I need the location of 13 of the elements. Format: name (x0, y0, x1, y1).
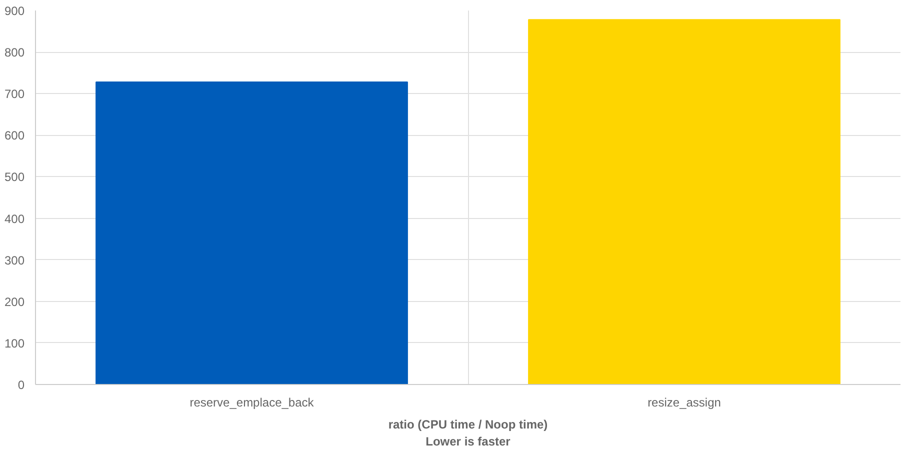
y-tick-label: 600 (4, 128, 25, 143)
x-tick-label: reserve_emplace_back (190, 396, 315, 410)
x-tick-label: resize_assign (648, 396, 721, 410)
y-tick-label: 900 (4, 4, 25, 18)
y-tick-label: 400 (4, 212, 25, 226)
y-tick-label: 100 (4, 336, 25, 350)
y-tick-label: 800 (4, 46, 25, 60)
y-tick-label: 300 (4, 253, 25, 268)
y-tick-label: 0 (18, 378, 25, 392)
y-tick-label: 700 (4, 87, 25, 102)
x-axis-title: ratio (CPU time / Noop time) Lower is faster (388, 418, 548, 448)
y-tick-label: 200 (4, 294, 25, 309)
y-tick-label: 500 (4, 170, 25, 184)
